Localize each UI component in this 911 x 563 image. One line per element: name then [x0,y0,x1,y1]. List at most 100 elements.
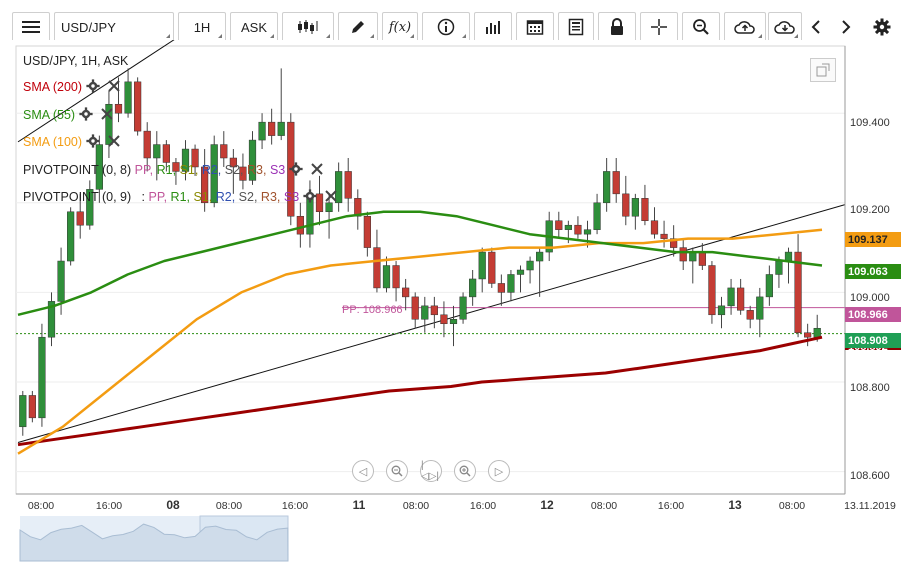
info-button[interactable] [422,12,470,42]
pivot8-r3: R3, [247,163,267,177]
chart-type-button[interactable] [282,12,334,42]
candle-body [765,274,773,298]
candle-body [277,121,285,136]
candle-body [564,224,572,230]
candle-body [239,166,247,181]
candle-body [335,171,343,204]
candles-icon [298,20,318,34]
settings-button[interactable] [870,12,894,42]
sma100-settings-button[interactable] [86,134,104,150]
candle-body [459,296,467,320]
x-tick: 16:00 [657,500,685,512]
scroll-right-button[interactable]: ▷ [488,460,510,482]
news-button[interactable] [558,12,594,42]
draw-button[interactable] [338,12,378,42]
lock-button[interactable] [598,12,636,42]
cloud-download-button[interactable] [768,12,802,42]
close-icon [311,163,323,175]
x-tick-day: 13 [728,498,742,512]
candle-body [516,269,525,275]
reset-icon: |◁▷| [421,460,439,482]
candle-body [430,305,438,316]
trend-line [17,204,846,443]
candle-body [354,198,362,217]
candle-body [57,260,65,302]
candle-body [689,251,697,262]
cloud-download-icon [774,21,795,34]
pivot9-r2: R2, [215,190,236,204]
price-chart[interactable] [0,40,911,563]
zoom-in-button[interactable] [454,460,476,482]
candle-body [497,283,505,293]
pivot8-settings-button[interactable] [289,162,307,178]
next-button[interactable] [836,12,856,42]
candle-body [440,314,448,325]
candle-body [38,336,46,419]
cloud-upload-button[interactable] [724,12,766,42]
candle-body [507,274,515,293]
sma200-remove-button[interactable] [108,79,126,95]
interval-select[interactable]: 1H [178,12,226,42]
legend-sma55: SMA (55) [23,107,119,123]
candle-body [583,229,592,235]
candle-body [248,139,257,181]
candle-body [19,395,27,428]
pivot9-remove-button[interactable] [325,189,343,205]
symbol-select[interactable]: USD/JPY [54,12,174,42]
pivot9-separator: : [141,190,146,204]
candle-body [603,171,611,204]
legend-pivot-9: PIVOTPOINT (0, 9) : PP, R1, S1, R2, S2, … [23,189,343,205]
fullscreen-button[interactable] [810,58,836,82]
menu-button[interactable] [12,12,50,42]
reset-view-button[interactable]: |◁▷| [420,460,442,482]
sma100-remove-button[interactable] [108,134,126,150]
candle-body [220,144,228,159]
price-type-select[interactable]: ASK [230,12,278,42]
bar-chart-button[interactable] [474,12,512,42]
gear-icon [86,79,100,93]
sma55-settings-button[interactable] [79,107,97,123]
cloud-upload-icon [734,21,755,34]
candle-body [660,233,668,239]
candle-body [411,296,419,320]
prev-button[interactable] [806,12,826,42]
candle-body [421,305,429,320]
candle-body [679,247,687,262]
crosshair-button[interactable] [640,12,678,42]
y-tick: 108.800 [850,382,890,394]
pivot9-s1: S1, [193,190,213,204]
candle-body [382,265,391,289]
scroll-left-button[interactable]: ◁ [352,460,374,482]
pivot9-settings-button[interactable] [303,189,321,205]
zoom-out-button[interactable] [386,460,408,482]
calendar-button[interactable] [516,12,554,42]
x-tick-day: 12 [540,498,554,512]
candle-body [201,166,209,204]
gear-icon [79,107,93,121]
candle-body [746,310,754,320]
candle-body [555,220,563,230]
candle-body [622,193,630,217]
sma55-line [17,210,823,317]
candle-body [47,301,56,338]
pivot8-r1: R1, [156,163,177,177]
last-price-tag: 108.908 [845,333,901,348]
x-tick: 16:00 [469,500,497,512]
trend-line [17,40,175,143]
pivot8-remove-button[interactable] [311,162,329,178]
candle-body [67,211,75,262]
indicators-button[interactable]: f(x) [382,12,418,42]
legend-sma100-label: SMA (100) [23,135,83,149]
zoom-button[interactable] [682,12,720,42]
candle-body [784,251,793,262]
sma100-line [17,228,823,455]
sma100-price-tag: 109.137 [845,232,901,247]
gear-icon [873,18,891,36]
sma55-remove-button[interactable] [101,107,119,123]
legend-pivot-8: PIVOTPOINT (0, 8) PP, R1, S1, R2, S2, R3… [23,162,329,178]
candle-body [229,157,237,168]
candle-body [708,265,716,316]
sma200-settings-button[interactable] [86,79,104,95]
candle-body [756,296,764,320]
candle-body [28,395,36,419]
